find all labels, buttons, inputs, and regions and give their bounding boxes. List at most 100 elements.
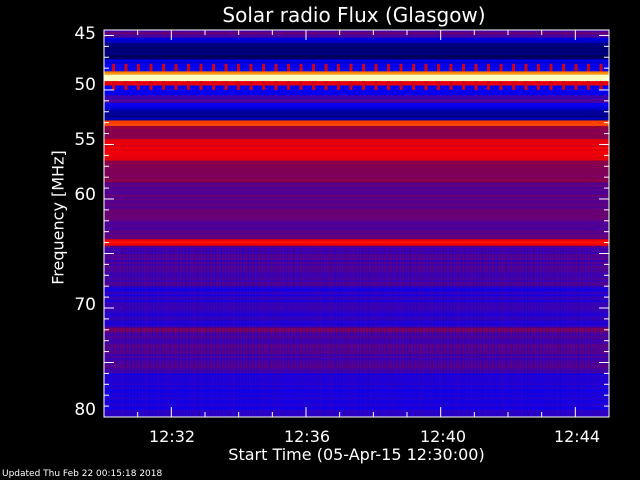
spectrum-row (104, 230, 609, 233)
spectrum-row (104, 147, 609, 150)
spectrum-row (104, 93, 609, 96)
spectrum-row (104, 300, 609, 303)
burst-spike (387, 81, 390, 90)
burst-spike (337, 81, 340, 90)
burst-spike (174, 81, 178, 90)
spectrum-row (104, 333, 609, 336)
spectrum-row (104, 345, 609, 348)
spectrum-row (104, 113, 609, 116)
spectrum-row (104, 290, 609, 293)
spectrum-row (104, 157, 609, 160)
time-streak (209, 245, 210, 417)
spectrum-row (104, 192, 609, 195)
burst-spike (512, 81, 515, 90)
time-streak (506, 245, 507, 417)
spectrum-row (104, 151, 609, 154)
spectrum-row (104, 275, 609, 278)
time-streak (143, 245, 144, 417)
x-axis-label: Start Time (05-Apr-15 12:30:00) (228, 445, 485, 464)
burst-spike (199, 81, 203, 90)
spectrum-row (104, 105, 609, 108)
time-streak (260, 245, 261, 417)
time-streak (293, 245, 294, 417)
spectrum-row (104, 202, 609, 205)
spectrum-row (104, 241, 609, 244)
time-streak (308, 245, 309, 417)
time-streak (125, 245, 126, 417)
time-streak (182, 245, 183, 417)
time-streak (431, 245, 432, 417)
time-streak (518, 245, 519, 417)
burst-spike (387, 63, 390, 72)
time-streak (584, 245, 585, 417)
time-streak (224, 245, 225, 417)
spectrum-row (104, 361, 609, 364)
spectrum-row (104, 69, 609, 72)
time-streak (563, 245, 564, 417)
burst-spike (262, 81, 265, 90)
burst-spike (599, 81, 603, 90)
spectrum-row (104, 67, 609, 70)
spectrum-row (104, 308, 609, 311)
time-streak (485, 245, 486, 417)
time-streak (527, 245, 528, 417)
spectrum-row (104, 375, 609, 378)
burst-spike (299, 63, 303, 72)
spectrum-row (104, 407, 609, 410)
time-streak (410, 245, 411, 417)
time-streak (116, 245, 117, 417)
time-streak (353, 245, 354, 417)
spectrum-row (104, 122, 609, 125)
time-streak (500, 245, 501, 417)
time-streak (146, 245, 147, 417)
spectrum-row (104, 145, 609, 148)
spectrum-row (104, 143, 609, 146)
spectrum-row (104, 200, 609, 203)
spectrum-row (104, 37, 609, 40)
spectrum-row (104, 337, 609, 340)
spectrum-row (104, 182, 609, 185)
time-streak (422, 245, 423, 417)
time-streak (362, 245, 363, 417)
burst-spike (124, 63, 128, 72)
time-streak (119, 245, 120, 417)
time-streak (377, 245, 378, 417)
time-streak (110, 245, 111, 417)
spectrum-row (104, 369, 609, 372)
burst-spike (274, 81, 278, 90)
time-streak (560, 245, 561, 417)
spectrum-row (104, 371, 609, 374)
spectrum-row (104, 316, 609, 319)
spectrum-row (104, 125, 609, 128)
time-streak (335, 245, 336, 417)
spectrum-row (104, 310, 609, 313)
time-streak (185, 245, 186, 417)
time-streak (590, 245, 591, 417)
spectrum-row (104, 377, 609, 380)
time-streak (299, 245, 300, 417)
spectrum-row (104, 239, 609, 242)
time-streak (512, 245, 513, 417)
spectrum-row (104, 166, 609, 169)
y-tick-label: 55 (74, 130, 96, 150)
spectrum-row (104, 238, 609, 240)
burst-spike (299, 81, 303, 90)
burst-spike (149, 63, 153, 72)
burst-spike (524, 81, 528, 90)
burst-spike (449, 63, 453, 72)
time-streak (170, 245, 171, 417)
spectrum-row (104, 59, 609, 62)
spectrum-row (104, 71, 609, 74)
time-streak (167, 245, 168, 417)
time-streak (275, 245, 276, 417)
spectrum-row (104, 141, 609, 144)
time-streak (245, 245, 246, 417)
spectrum-row (104, 401, 609, 404)
spectrum-row (104, 389, 609, 392)
spectrum-row (104, 208, 609, 211)
spectrum-row (104, 43, 609, 46)
spectrum-row (104, 413, 609, 416)
time-streak (164, 245, 165, 417)
spectrum-row (104, 111, 609, 114)
burst-spike (537, 63, 540, 72)
